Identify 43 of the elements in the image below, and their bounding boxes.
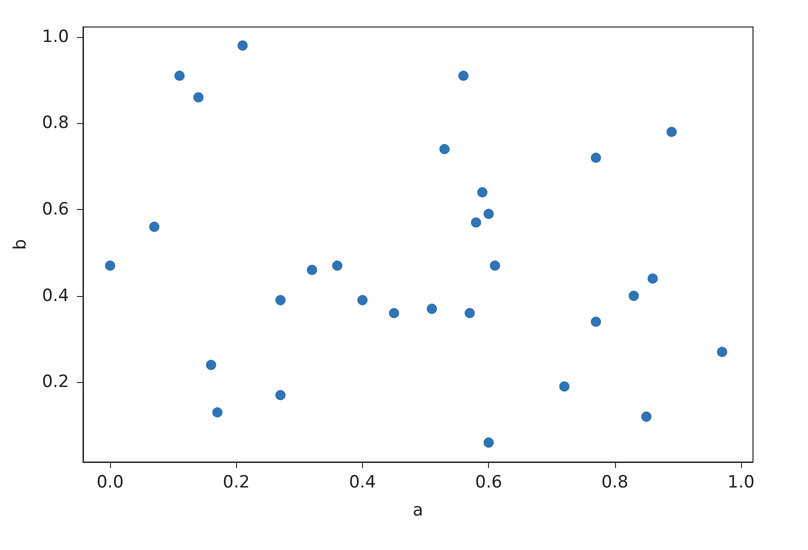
point xyxy=(666,126,678,138)
point xyxy=(306,264,318,276)
y-tick-label: 0.8 xyxy=(42,113,69,134)
point xyxy=(464,307,476,320)
point xyxy=(426,302,438,315)
point xyxy=(274,389,286,402)
point xyxy=(558,380,570,392)
point xyxy=(438,143,450,156)
x-tick-label: 0.6 xyxy=(475,472,502,492)
point xyxy=(640,410,652,423)
point xyxy=(192,91,204,104)
point xyxy=(489,260,501,272)
y-tick-label: 0.2 xyxy=(42,372,69,392)
x-tick-label: 0.0 xyxy=(96,472,124,492)
point xyxy=(205,359,217,371)
point xyxy=(476,186,488,198)
x-tick-label: 1.0 xyxy=(727,472,755,492)
point xyxy=(628,290,640,302)
point xyxy=(716,346,728,358)
point xyxy=(331,260,344,272)
point xyxy=(211,406,224,418)
y-tick-label: 1.0 xyxy=(42,26,69,47)
x-tick-label: 0.4 xyxy=(348,472,376,492)
point xyxy=(646,272,659,284)
point xyxy=(458,70,470,82)
point xyxy=(356,294,368,306)
x-tick-label: 0.8 xyxy=(601,472,628,492)
x-axis-title: a xyxy=(412,500,424,520)
point xyxy=(236,40,249,52)
point xyxy=(470,216,482,228)
point xyxy=(274,294,286,306)
point xyxy=(590,316,602,328)
point xyxy=(482,436,495,448)
point xyxy=(590,152,602,164)
y-tick-label: 0.6 xyxy=(42,200,69,220)
y-axis-title: b xyxy=(10,239,30,250)
point xyxy=(388,307,400,320)
y-tick-label: 0.4 xyxy=(42,286,69,306)
x-tick-label: 0.2 xyxy=(222,472,250,492)
point xyxy=(174,70,186,82)
point xyxy=(148,220,160,233)
point xyxy=(482,208,495,220)
point xyxy=(104,260,116,272)
